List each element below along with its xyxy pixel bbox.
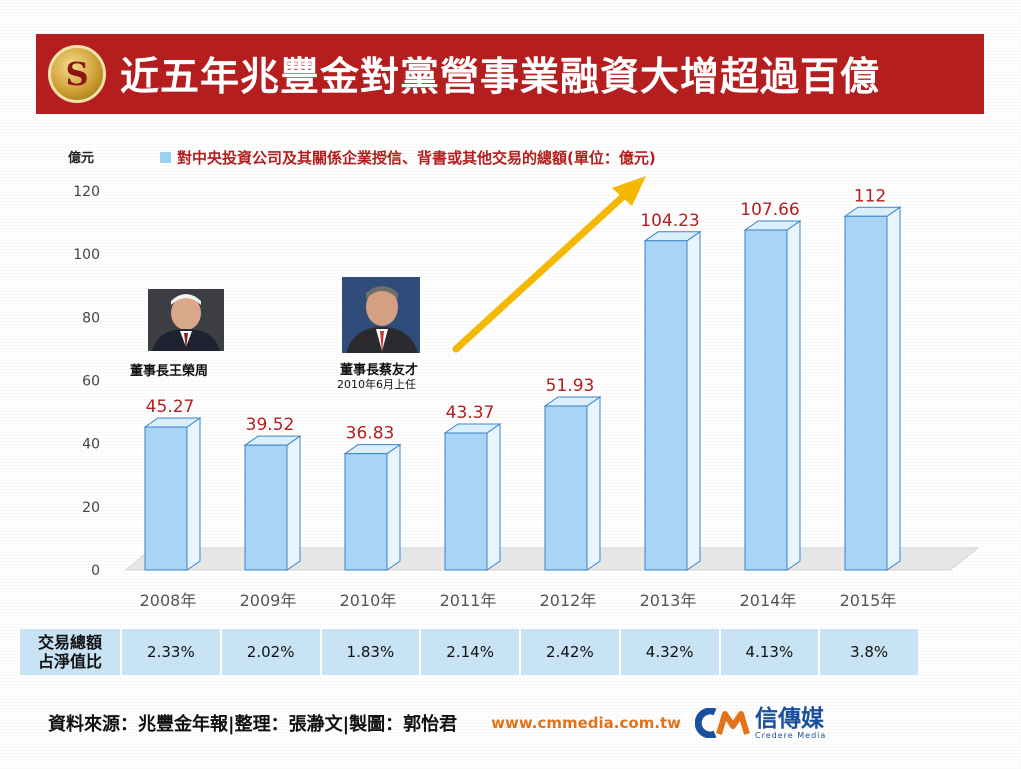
footer: 資料來源：兆豐金年報|整理：張瀞文|製圖：郭怡君 www.cmmedia.com… [20, 700, 975, 746]
brand-name-en: Credere Media [755, 730, 827, 740]
ratio-cell-2009: 2.02% [221, 629, 322, 675]
ratio-header-line2: 占淨值比 [37, 652, 102, 671]
portrait-subcaption-2: 2010年6月上任 [337, 378, 416, 391]
trend-arrow-shaft [452, 188, 632, 353]
x-tick-label: 2010年 [340, 591, 397, 610]
bar [244, 444, 288, 571]
legend-label: 對中央投資公司及其關係企業授信、背書或其他交易的總額(單位：億元) [177, 149, 656, 167]
ratio-cell-2014: 4.13% [720, 629, 821, 675]
x-tick-label: 2015年 [840, 591, 897, 610]
portrait-caption-1: 董事長王榮周 [130, 364, 209, 379]
ratio-cell-2011: 2.14% [421, 629, 521, 675]
brand-name-cn: 信傳媒 [755, 705, 825, 732]
brand-logo: 信傳媒 Credere Media [695, 707, 826, 740]
bar-side-face [686, 230, 701, 571]
y-tick-label: 40 [82, 437, 100, 453]
legend-swatch [160, 152, 171, 163]
page-title: 近五年兆豐金對黨營事業融資大增超過百億 [120, 55, 881, 100]
bar-value-label: 107.66 [740, 200, 799, 220]
x-tick-label: 2009年 [240, 591, 297, 610]
bar-value-label: 45.27 [146, 397, 195, 417]
trend-arrow-head [612, 176, 646, 206]
bar-side-face [586, 396, 601, 571]
bar-side-face [886, 206, 901, 571]
bar-side-face [186, 417, 201, 571]
ratio-cell-2012: 2.42% [521, 629, 621, 675]
website-link[interactable]: www.cmmedia.com.tw [491, 714, 682, 732]
y-tick-label: 0 [91, 563, 100, 579]
source-credit: 資料來源：兆豐金年報|整理：張瀞文|製圖：郭怡君 [48, 714, 458, 735]
bar [544, 405, 588, 571]
bar [344, 453, 388, 571]
bar [844, 215, 888, 571]
bar-chart: 0 20 40 60 80 100 120 45.27 2008年 39.52 2009年 36.83… [73, 176, 980, 610]
ratio-header-line1: 交易總額 [37, 633, 102, 652]
x-tick-label: 2012年 [540, 591, 597, 610]
company-logo-icon: S [48, 45, 106, 103]
x-tick-label: 2011年 [440, 591, 497, 610]
bar-value-label: 39.52 [246, 415, 295, 435]
bar [644, 240, 688, 571]
bar-value-label: 104.23 [640, 211, 699, 231]
portrait-caption-2: 董事長蔡友才 [340, 363, 419, 378]
y-tick-label: 80 [82, 310, 100, 326]
ratio-cell-2008: 2.33% [122, 629, 222, 675]
ratio-cell-2013: 4.32% [620, 629, 721, 675]
bar-side-face [286, 435, 301, 571]
bar-value-label: 51.93 [546, 376, 595, 396]
y-tick-label: 120 [73, 184, 100, 200]
y-tick-label: 100 [73, 247, 100, 263]
x-tick-label: 2013年 [640, 591, 697, 610]
bar [444, 432, 488, 571]
bar [144, 426, 188, 571]
bar-side-face [786, 220, 801, 571]
x-tick-label: 2008年 [140, 591, 197, 610]
bar-value-label: 36.83 [346, 424, 395, 444]
bar-value-label: 112 [854, 186, 886, 206]
ratio-table: 交易總額 占淨值比 2.33% 2.02% 1.83% 2.14% 2.42% … [20, 629, 918, 675]
bar-side-face [386, 443, 401, 571]
y-axis-unit-label: 億元 [68, 151, 95, 166]
x-tick-label: 2014年 [740, 591, 797, 610]
portrait-photo-2 [342, 277, 420, 353]
y-tick-label: 20 [82, 500, 100, 516]
bar-value-label: 43.37 [446, 403, 495, 423]
title-banner: S 近五年兆豐金對黨營事業融資大增超過百億 [36, 34, 984, 114]
ratio-table-header: 交易總額 占淨值比 [20, 629, 122, 675]
brand-cm-icon [695, 708, 750, 738]
portrait-photo-1 [148, 289, 224, 351]
ratio-cell-2010: 1.83% [321, 629, 422, 675]
bar-side-face [486, 423, 501, 571]
ratio-cell-2015: 3.8% [820, 629, 918, 675]
bar [744, 229, 788, 571]
y-tick-label: 60 [82, 374, 100, 390]
chart-legend: 對中央投資公司及其關係企業授信、背書或其他交易的總額(單位：億元) [160, 147, 656, 168]
